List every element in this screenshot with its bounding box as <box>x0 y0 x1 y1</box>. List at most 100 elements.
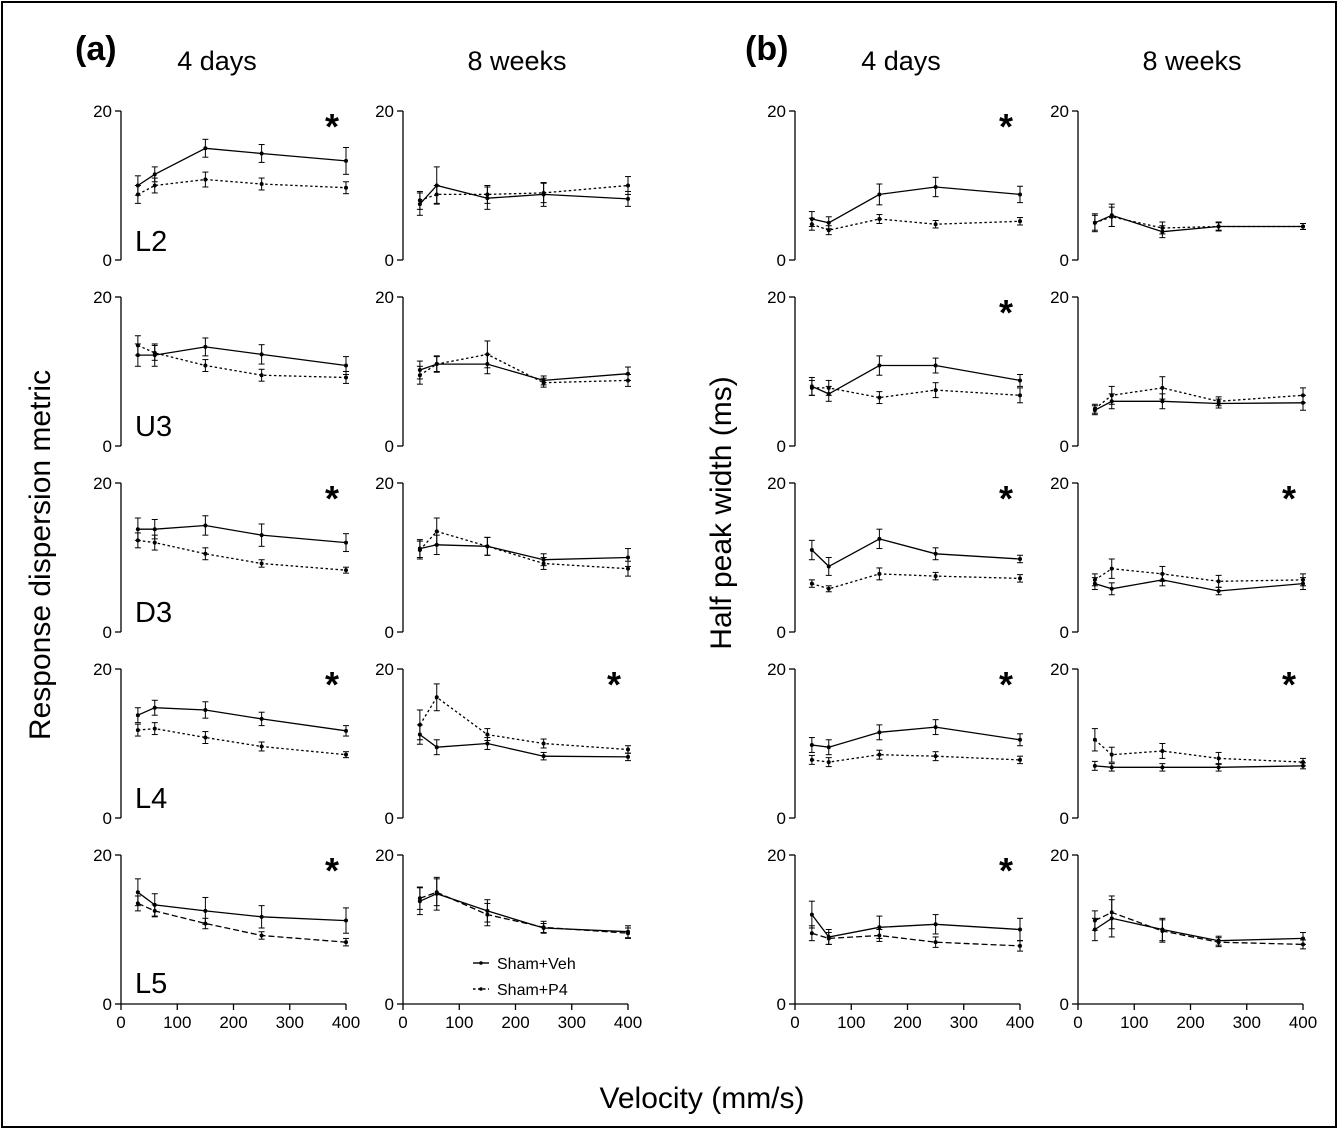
series-line-sham-p4 <box>419 530 629 570</box>
data-point-sham-veh <box>152 705 157 710</box>
x-tick-label: 100 <box>1120 1013 1148 1032</box>
panel-a-d3-4-days: 0 20 * <box>93 474 349 642</box>
y-tick-label: 20 <box>93 846 112 865</box>
x-tick-label: 400 <box>614 1013 642 1032</box>
data-point-sham-veh <box>1018 737 1022 742</box>
significance-mark: * <box>325 106 339 147</box>
y-tick-label: 20 <box>93 660 112 679</box>
data-point-sham-p4 <box>1160 928 1165 933</box>
data-point-sham-veh <box>485 741 490 746</box>
data-point-sham-veh <box>933 725 938 730</box>
data-point-sham-p4 <box>135 901 140 906</box>
data-point-sham-p4 <box>826 936 831 941</box>
data-point-sham-p4 <box>344 568 348 573</box>
x-tick-label: 0 <box>1073 1013 1082 1032</box>
panel-b-l4-8-weeks: 0 20 * <box>1050 660 1306 828</box>
data-point-sham-veh <box>259 716 264 721</box>
data-point-sham-p4 <box>259 933 264 938</box>
data-point-sham-p4 <box>434 529 439 534</box>
data-point-sham-p4 <box>933 574 938 579</box>
data-point-sham-veh <box>1092 763 1097 768</box>
y-tick-label: 20 <box>375 288 394 307</box>
data-point-sham-veh <box>877 730 882 735</box>
data-point-sham-p4 <box>933 222 938 227</box>
data-point-sham-p4 <box>135 192 140 197</box>
significance-mark: * <box>325 664 339 705</box>
data-point-sham-veh <box>826 220 831 225</box>
significance-mark: * <box>325 478 339 519</box>
data-point-sham-p4 <box>1109 752 1114 757</box>
data-point-sham-veh <box>135 527 140 532</box>
data-point-sham-veh <box>259 151 264 156</box>
x-tick-label: 300 <box>558 1013 586 1032</box>
x-tick-label: 200 <box>219 1013 247 1032</box>
data-point-sham-p4 <box>1301 577 1305 582</box>
data-point-sham-p4 <box>1216 224 1221 229</box>
data-point-sham-p4 <box>344 185 348 190</box>
data-point-sham-p4 <box>203 177 208 182</box>
significance-mark: * <box>1282 664 1296 705</box>
data-point-sham-p4 <box>877 571 882 576</box>
y-tick-label: 20 <box>1050 102 1069 121</box>
panel-b-d3-8-weeks: 0 20 * <box>1050 474 1306 642</box>
panel-b-l2-4-days: 0 20 * <box>767 102 1023 270</box>
data-point-sham-veh <box>344 540 348 545</box>
y-tick-label: 20 <box>1050 660 1069 679</box>
data-point-sham-veh <box>1018 556 1022 561</box>
data-point-sham-p4 <box>541 190 546 195</box>
x-tick-label: 100 <box>163 1013 191 1032</box>
y-tick-label: 20 <box>375 660 394 679</box>
data-point-sham-veh <box>1018 378 1022 383</box>
data-point-sham-p4 <box>417 722 422 727</box>
y-axis-title-left: Response dispersion metric <box>24 370 57 740</box>
x-tick-label: 300 <box>950 1013 978 1032</box>
y-tick-label: 0 <box>777 437 786 456</box>
data-point-sham-p4 <box>626 183 630 188</box>
y-tick-label: 20 <box>767 288 786 307</box>
data-point-sham-p4 <box>417 548 422 553</box>
data-point-sham-p4 <box>933 388 938 393</box>
data-point-sham-p4 <box>417 373 422 378</box>
series-line-sham-p4 <box>419 184 629 202</box>
legend-label-sham-p4: Sham+P4 <box>497 982 568 999</box>
data-point-sham-p4 <box>203 735 208 740</box>
x-tick-label: 0 <box>116 1013 125 1032</box>
x-tick-label: 300 <box>1233 1013 1261 1032</box>
data-point-sham-p4 <box>259 744 264 749</box>
panel-a-u3-8-weeks: 0 20 <box>375 288 631 456</box>
data-point-sham-p4 <box>1018 576 1022 581</box>
row-label-d3: D3 <box>135 597 172 629</box>
panel-label-a: (a) <box>75 30 117 68</box>
data-point-sham-veh <box>259 533 264 538</box>
data-point-sham-p4 <box>135 343 140 348</box>
data-point-sham-p4 <box>485 732 490 737</box>
y-tick-label: 20 <box>1050 846 1069 865</box>
data-point-sham-p4 <box>1109 393 1114 398</box>
data-point-sham-veh <box>1109 765 1114 770</box>
data-point-sham-p4 <box>933 940 938 945</box>
data-point-sham-veh <box>1018 927 1022 932</box>
y-tick-label: 0 <box>103 995 112 1014</box>
y-tick-label: 20 <box>93 102 112 121</box>
data-point-sham-p4 <box>485 352 490 357</box>
y-tick-label: 20 <box>767 660 786 679</box>
series-line-sham-p4 <box>137 902 347 943</box>
significance-mark: * <box>999 292 1013 333</box>
y-tick-label: 20 <box>767 846 786 865</box>
x-tick-label: 200 <box>893 1013 921 1032</box>
data-point-sham-veh <box>1216 589 1221 594</box>
y-tick-label: 0 <box>103 251 112 270</box>
data-point-sham-p4 <box>344 752 348 757</box>
data-point-sham-veh <box>259 914 264 919</box>
data-point-sham-p4 <box>1109 910 1114 915</box>
data-point-sham-p4 <box>1018 393 1022 398</box>
data-point-sham-p4 <box>1092 577 1097 582</box>
data-point-sham-veh <box>434 745 439 750</box>
data-point-sham-veh <box>1018 192 1022 197</box>
data-point-sham-p4 <box>135 728 140 733</box>
data-point-sham-veh <box>203 707 208 712</box>
data-point-sham-veh <box>933 363 938 368</box>
